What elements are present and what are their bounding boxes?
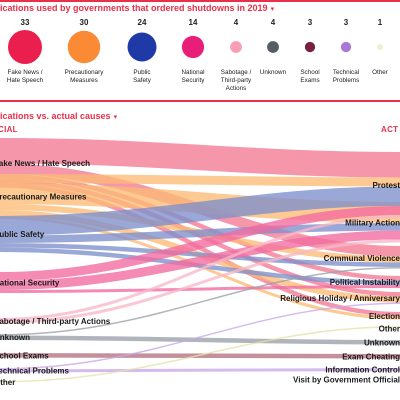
target-label-exam-cheating[interactable]: Exam Cheating [342,352,400,361]
bubble-fake-news-hate-speech[interactable] [8,30,42,64]
flow-precautionary-measures-to-protest[interactable] [0,174,400,187]
bubble-school-exams[interactable] [304,41,316,53]
bubble-precautionary-measures[interactable] [67,30,101,64]
bubble-section-title[interactable]: fications used by governments that order… [0,3,274,13]
flow-public-safety-to-protest[interactable] [0,186,400,236]
bubble-label-technical-problems: Technical [333,69,359,76]
flow-national-security-to-political-instability[interactable] [0,285,400,293]
source-label-public-safety[interactable]: Public Safety [0,230,45,239]
bubble-label-other: Other [372,69,388,76]
bubble-label-sabotage-third-party-actions: Sabotage / [221,69,252,76]
bubble-count-national-security: 14 [189,18,198,27]
chevron-down-icon[interactable]: ▾ [270,6,275,13]
chevron-down-icon[interactable]: ▾ [113,114,118,121]
bubble-label-public-safety: Public [133,69,150,76]
sankey-section-title[interactable]: fications vs. actual causes ▾ [0,111,117,121]
source-label-unknown[interactable]: Unknown [0,333,30,342]
bubble-label-national-security: Security [182,77,206,84]
bubble-label-school-exams: Exams [300,77,319,84]
target-label-communal-violence[interactable]: Communal Violence [324,254,400,263]
flow-public-safety-to-military-action[interactable] [0,223,400,243]
flow-public-safety-to-communal-violence[interactable] [0,243,400,267]
target-label-political-instability[interactable]: Political Instability [330,278,400,287]
flow-national-security-to-military-action[interactable] [0,230,400,290]
source-label-technical-problems[interactable]: Technical Problems [0,366,70,375]
source-label-school-exams[interactable]: School Exams [0,351,49,360]
bubble-count-fake-news-hate-speech: 33 [21,18,30,27]
section-divider [0,100,400,102]
bubble-label-school-exams: School [300,69,319,76]
bubble-count-technical-problems: 3 [344,18,349,27]
bubble-other[interactable] [377,44,383,50]
bubble-label-unknown: Unknown [260,69,287,76]
actual-column-label: ACT [381,125,399,134]
target-label-military-action[interactable]: Military Action [345,218,400,227]
bubble-label-national-security: National [181,69,204,76]
top-divider [0,0,400,2]
flow-other-to-other[interactable] [0,326,400,383]
bubble-unknown[interactable] [267,41,279,53]
justification-vs-cause-sankey: Fake News / Hate Speech Precautionary Mea… [0,138,400,387]
bubble-public-safety[interactable] [127,32,157,62]
bubble-label-precautionary-measures: Measures [70,77,98,84]
target-label-information-control[interactable]: Information Control [325,366,400,375]
flow-national-security-to-protest[interactable] [0,206,400,281]
target-label-protest[interactable]: Protest [372,181,400,190]
official-column-label: CIAL [0,125,18,134]
flow-technical-problems-to-religious-holiday-anniversary[interactable] [0,302,400,370]
flow-fake-news-hate-speech-to-protest[interactable] [0,138,400,178]
source-label-national-security[interactable]: National Security [0,279,60,288]
bubble-label-sabotage-third-party-actions: Actions [226,85,247,92]
bubble-label-fake-news-hate-speech: Hate Speech [7,77,44,84]
bubble-label-precautionary-measures: Precautionary [65,69,105,76]
flow-sabotage-third-party-actions-to-military-action[interactable] [0,239,400,324]
bubble-count-sabotage-third-party-actions: 4 [234,18,239,27]
sankey-title-text: fications vs. actual causes [0,111,111,121]
sankey-links [0,138,400,383]
bubble-title-text: fications used by governments that order… [0,3,268,13]
target-label-religious-holiday-anniversary[interactable]: Religious Holiday / Anniversary [280,294,400,303]
bubble-count-other: 1 [378,18,383,27]
bubble-count-public-safety: 24 [138,18,147,27]
source-label-sabotage-third-party-actions[interactable]: Sabotage / Third-party Actions [0,317,111,326]
bubble-national-security[interactable] [181,35,205,59]
flow-unknown-to-communal-violence[interactable] [0,267,400,336]
target-label-visit-by-government-official[interactable]: Visit by Government Official [293,376,400,385]
target-label-other[interactable]: Other [379,324,400,333]
bubble-count-school-exams: 3 [308,18,313,27]
flow-public-safety-to-political-instability[interactable] [0,247,400,285]
source-label-other[interactable]: Other [0,378,15,387]
bubble-label-technical-problems: Problems [333,77,360,84]
source-label-precautionary-measures[interactable]: Precautionary Measures [0,193,87,202]
bubble-sabotage-third-party-actions[interactable] [230,41,242,53]
bubble-label-public-safety: Safety [133,77,152,84]
flow-sabotage-third-party-actions-to-protest[interactable] [0,215,400,321]
bubble-count-precautionary-measures: 30 [80,18,89,27]
bubble-count-unknown: 4 [271,18,276,27]
bubble-technical-problems[interactable] [340,41,352,53]
flow-unknown-to-unknown[interactable] [0,335,400,345]
bubble-label-sabotage-third-party-actions: Third-party [221,77,252,84]
source-label-fake-news-hate-speech[interactable]: Fake News / Hate Speech [0,159,90,168]
target-label-unknown[interactable]: Unknown [364,338,400,347]
bubble-label-fake-news-hate-speech: Fake News / [8,69,43,76]
flow-school-exams-to-exam-cheating[interactable] [0,353,400,359]
flow-technical-problems-to-information-control[interactable] [0,368,400,373]
target-label-election[interactable]: Election [369,312,400,321]
